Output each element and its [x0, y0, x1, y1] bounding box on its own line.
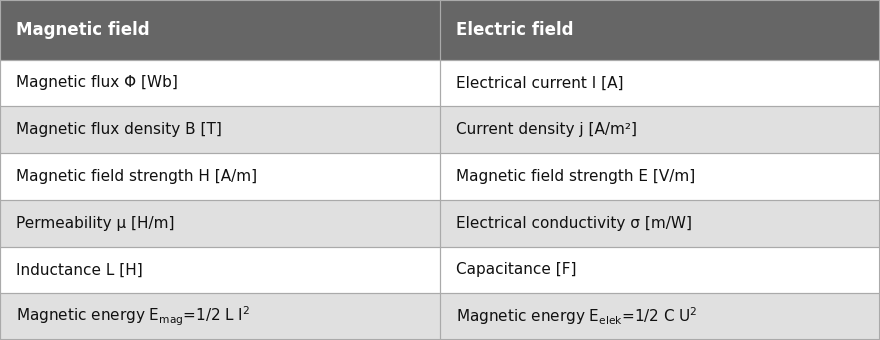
Bar [0, 246, 440, 293]
Text: Magnetic flux density B [T]: Magnetic flux density B [T] [16, 122, 222, 137]
Bar [0, 200, 440, 246]
Bar [0, 293, 440, 340]
Bar [0, 0, 440, 59]
Text: Magnetic energy E$_{\mathregular{mag}}$=1/2 L I$^{2}$: Magnetic energy E$_{\mathregular{mag}}$=… [16, 305, 250, 328]
Text: Electrical current I [A]: Electrical current I [A] [456, 75, 623, 90]
Bar [440, 0, 880, 59]
Bar [0, 153, 440, 200]
Bar [440, 293, 880, 340]
Bar [0, 106, 440, 153]
Bar [440, 200, 880, 246]
Text: Electric field: Electric field [456, 21, 574, 39]
Text: Magnetic energy E$_{\mathregular{elek}}$=1/2 C U$^{2}$: Magnetic energy E$_{\mathregular{elek}}$… [456, 306, 698, 327]
Text: Magnetic field strength H [A/m]: Magnetic field strength H [A/m] [16, 169, 257, 184]
Bar [0, 59, 440, 106]
Bar [440, 106, 880, 153]
Text: Inductance L [H]: Inductance L [H] [16, 262, 143, 277]
Text: Magnetic flux Φ [Wb]: Magnetic flux Φ [Wb] [16, 75, 178, 90]
Bar [440, 59, 880, 106]
Text: Capacitance [F]: Capacitance [F] [456, 262, 576, 277]
Text: Magnetic field: Magnetic field [16, 21, 150, 39]
Text: Electrical conductivity σ [m/W]: Electrical conductivity σ [m/W] [456, 216, 692, 231]
Text: Permeability μ [H/m]: Permeability μ [H/m] [16, 216, 174, 231]
Bar [440, 153, 880, 200]
Text: Magnetic field strength E [V/m]: Magnetic field strength E [V/m] [456, 169, 695, 184]
Bar [440, 246, 880, 293]
Text: Current density j [A/m²]: Current density j [A/m²] [456, 122, 637, 137]
